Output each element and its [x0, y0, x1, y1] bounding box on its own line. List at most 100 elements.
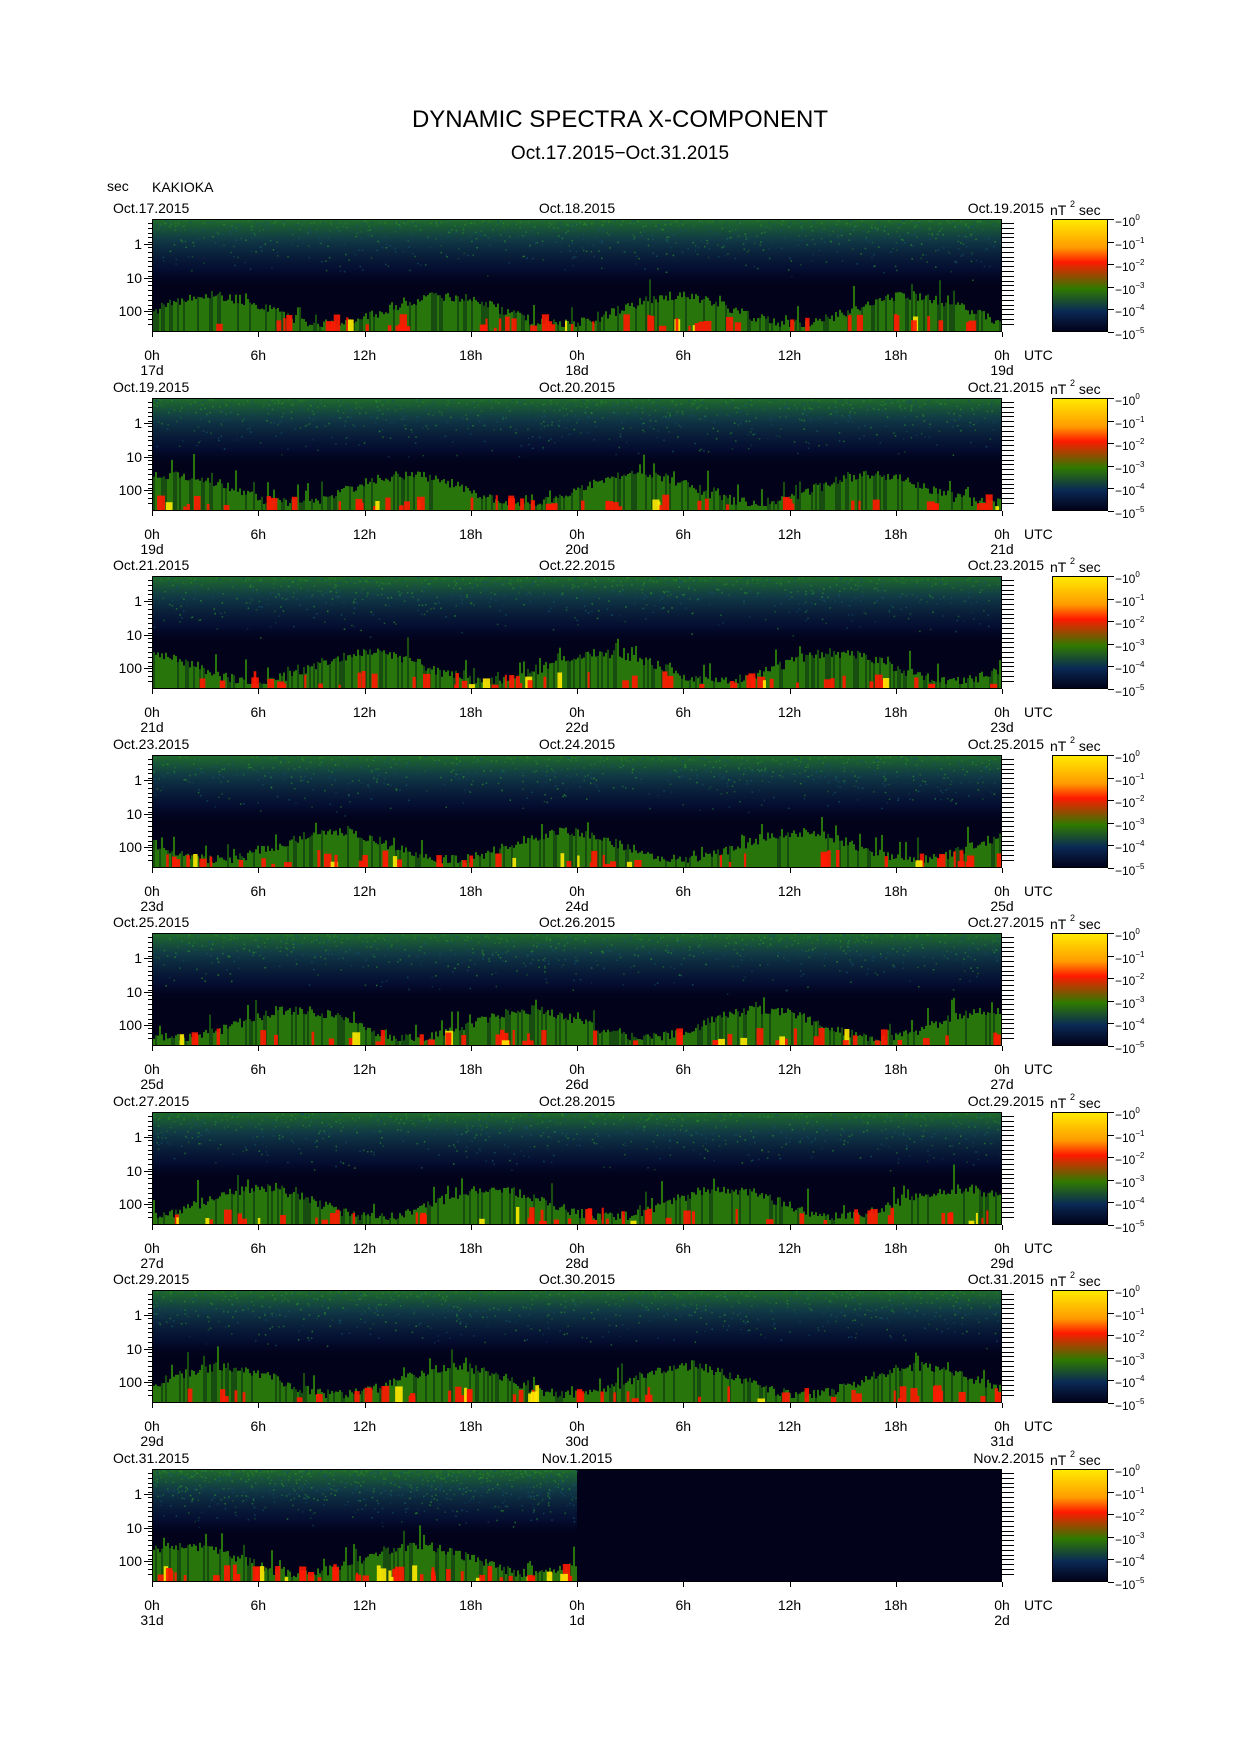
y-minor-tick — [1002, 1125, 1014, 1127]
y-minor-tick — [1002, 454, 1014, 456]
y-minor-tick — [1002, 1178, 1014, 1180]
y-minor-tick — [148, 946, 152, 948]
y-minor-tick — [148, 859, 152, 861]
colorbar-tick-label: −10−2 — [1115, 972, 1145, 988]
day-label: 30d — [565, 1433, 589, 1449]
x-tick-label: 12h — [352, 347, 377, 363]
day-label: 25d — [140, 1076, 164, 1092]
left-date-label: Oct.23.2015 — [113, 736, 190, 752]
x-tick — [789, 1403, 791, 1408]
y-minor-tick — [148, 1366, 152, 1367]
colorbar-tick — [1108, 868, 1114, 869]
y-minor-tick — [148, 251, 152, 253]
x-tick-label: 6h — [675, 704, 692, 720]
x-tick — [1002, 1225, 1003, 1230]
y-minor-tick — [1002, 1120, 1014, 1122]
spectra-panel: Oct.21.2015 Oct.22.2015 Oct.23.2015 1 10 100 0… — [0, 0, 1240, 734]
y-minor-tick — [1002, 676, 1014, 677]
y-minor-tick — [148, 831, 152, 832]
colorbar-unit: nT 2 sec — [1050, 1270, 1101, 1289]
y-minor-tick — [1002, 1549, 1014, 1551]
y-minor-tick — [148, 232, 152, 234]
x-tick — [1002, 1403, 1003, 1408]
y-minor-tick — [1002, 1473, 1014, 1474]
spectra-panel: Oct.19.2015 Oct.20.2015 Oct.21.2015 1 10 100 0… — [0, 0, 1240, 556]
y-minor-tick — [1002, 835, 1014, 837]
y-minor-tick — [1002, 1351, 1014, 1353]
y-tick — [144, 1025, 152, 1026]
y-minor-tick — [148, 1525, 152, 1527]
y-minor-tick — [1002, 1303, 1014, 1305]
x-tick — [683, 689, 685, 694]
colorbar-unit: nT 2 sec — [1050, 913, 1101, 932]
colorbar-tick-label: −10−4 — [1115, 1553, 1145, 1569]
y-minor-tick — [148, 1120, 152, 1122]
y-tick — [144, 1204, 152, 1205]
y-minor-tick — [1002, 299, 1014, 301]
x-tick-label: 0h — [994, 1240, 1010, 1256]
chart-title: DYNAMIC SPECTRA X-COMPONENT — [411, 106, 829, 133]
colorbar-tick-label: −10−1 — [1115, 236, 1145, 252]
x-tick — [895, 689, 897, 694]
y-minor-tick — [148, 1342, 152, 1343]
y-minor-tick — [1002, 1149, 1014, 1151]
y-tick — [144, 278, 152, 279]
x-tick — [364, 689, 366, 694]
colorbar-tick — [1108, 845, 1114, 846]
y-minor-tick — [1002, 1492, 1014, 1494]
day-label: 31d — [140, 1612, 164, 1628]
colorbar-tick-label: −100 — [1115, 570, 1140, 586]
y-minor-tick — [1002, 831, 1014, 832]
x-tick-label: 18h — [884, 1061, 908, 1077]
spectrogram-heatmap — [153, 1291, 1001, 1402]
spectrogram-heatmap — [153, 756, 1001, 867]
y-minor-tick — [148, 1216, 152, 1218]
colorbar-tick-label: −100 — [1115, 213, 1140, 229]
y-tick-label: 100 — [118, 482, 142, 498]
y-tick-label: 1 — [134, 950, 142, 966]
y-minor-tick — [1002, 1154, 1014, 1156]
y-minor-tick — [1002, 1140, 1014, 1141]
y-minor-tick — [1002, 1116, 1014, 1117]
x-tick — [152, 511, 153, 516]
y-minor-tick — [148, 618, 152, 620]
x-tick — [789, 332, 791, 337]
y-minor-tick — [1002, 1028, 1014, 1030]
y-minor-tick — [148, 1037, 152, 1039]
y-minor-tick — [148, 676, 152, 677]
y-minor-tick — [148, 1573, 152, 1575]
y-minor-tick — [1002, 1346, 1014, 1348]
x-tick — [152, 689, 153, 694]
y-minor-tick — [1002, 656, 1014, 658]
x-tick-label: 12h — [777, 1240, 802, 1256]
colorbar-tick — [1108, 1313, 1114, 1314]
colorbar-tick — [1108, 666, 1114, 667]
x-tick-label: 12h — [352, 1597, 377, 1613]
colorbar-tick — [1108, 689, 1114, 690]
utc-label: UTC — [1024, 1240, 1053, 1256]
y-minor-tick — [1002, 1130, 1014, 1132]
y-minor-tick — [148, 816, 152, 818]
colorbar-tick-label: −10−3 — [1115, 1352, 1145, 1368]
mid-date-label: Oct.24.2015 — [538, 736, 616, 752]
y-minor-tick — [148, 855, 152, 856]
y-minor-tick — [1002, 1342, 1014, 1343]
y-minor-tick — [1002, 445, 1014, 447]
x-tick — [789, 511, 791, 516]
x-tick — [364, 1582, 366, 1587]
y-minor-tick — [1002, 652, 1014, 653]
x-tick-label: 18h — [459, 1597, 483, 1613]
y-minor-tick — [1002, 1212, 1014, 1213]
y-minor-tick — [148, 1322, 152, 1324]
colorbar-tick — [1108, 466, 1114, 467]
y-minor-tick — [1002, 1313, 1014, 1315]
y-tick — [144, 457, 152, 458]
x-tick-label: 12h — [777, 1418, 802, 1434]
x-tick — [683, 868, 685, 873]
colorbar — [1052, 576, 1108, 689]
spectra-panel: Oct.25.2015 Oct.26.2015 Oct.27.2015 1 10 100 0… — [0, 0, 1240, 1091]
y-tick — [144, 668, 152, 669]
y-minor-tick — [1002, 1308, 1014, 1310]
day-label: 23d — [990, 719, 1014, 735]
y-minor-tick — [148, 478, 152, 480]
